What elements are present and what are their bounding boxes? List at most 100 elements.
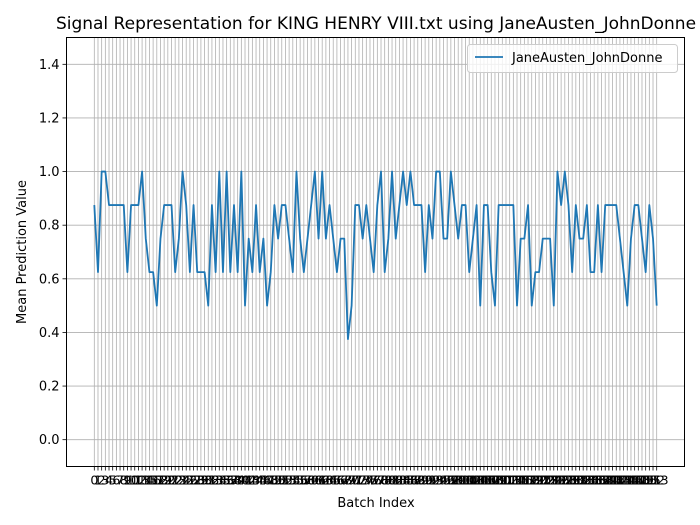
x-tick-label: 139	[593, 473, 617, 488]
x-tick-label: 61	[311, 473, 327, 488]
x-tick-label: 91	[421, 473, 437, 488]
x-tick-label: 33	[208, 473, 224, 488]
data-point	[583, 238, 584, 239]
x-tick-label: 71	[347, 473, 363, 488]
data-point	[230, 272, 231, 273]
x-tick-label: 84	[395, 473, 411, 488]
x-tick-label: 141	[601, 473, 625, 488]
data-point	[329, 204, 330, 205]
x-tick-label: 40	[233, 473, 249, 488]
data-point	[465, 204, 466, 205]
data-point	[550, 238, 551, 239]
data-point	[483, 204, 484, 205]
data-point	[597, 204, 598, 205]
x-tick-label: 19	[156, 473, 172, 488]
data-point	[502, 204, 503, 205]
data-point	[333, 238, 334, 239]
data-point	[509, 204, 510, 205]
x-tick-label: 135	[579, 473, 603, 488]
x-tick-label: 68	[336, 473, 352, 488]
data-point	[123, 204, 124, 205]
x-tick-label: 127	[549, 473, 573, 488]
data-point	[160, 238, 161, 239]
x-tick-label: 101	[454, 473, 478, 488]
data-point	[439, 171, 440, 172]
x-tick-label: 115	[505, 473, 529, 488]
data-point	[237, 272, 238, 273]
x-tick-label: 134	[575, 473, 599, 488]
x-tick-label: 25	[178, 473, 194, 488]
x-tick-label: 75	[362, 473, 378, 488]
data-point	[219, 171, 220, 172]
data-point	[318, 238, 319, 239]
x-tick-label: 100	[450, 473, 474, 488]
data-point	[311, 204, 312, 205]
data-point	[527, 204, 528, 205]
data-point	[244, 305, 245, 306]
data-point	[436, 171, 437, 172]
data-point	[516, 305, 517, 306]
x-tick-label: 80	[380, 473, 396, 488]
x-tick-label: 45	[252, 473, 268, 488]
data-point	[406, 204, 407, 205]
x-tick-label: 69	[340, 473, 356, 488]
x-axis-label: Batch Index	[337, 496, 415, 511]
x-tick-label: 5	[109, 473, 117, 488]
x-tick-label: 27	[186, 473, 202, 488]
x-tick-label: 142	[604, 473, 628, 488]
x-tick-label: 30	[197, 473, 213, 488]
x-tick-label: 96	[439, 473, 455, 488]
data-point	[105, 171, 106, 172]
data-point	[145, 238, 146, 239]
x-tick-label: 16	[145, 473, 161, 488]
x-tick-label: 20	[160, 473, 176, 488]
x-tick-label: 53	[281, 473, 297, 488]
x-tick-label: 129	[557, 473, 581, 488]
data-point	[590, 272, 591, 273]
x-tick-label: 65	[325, 473, 341, 488]
data-point	[255, 204, 256, 205]
legend-label: JaneAusten_JohnDonne	[511, 51, 662, 66]
x-tick-label: 4	[105, 473, 113, 488]
x-tick-label: 3	[101, 473, 109, 488]
data-point	[627, 305, 628, 306]
x-tick-label: 133	[571, 473, 595, 488]
x-tick-label: 59	[303, 473, 319, 488]
x-tick-label: 66	[329, 473, 345, 488]
x-tick-label: 48	[263, 473, 279, 488]
data-point	[450, 171, 451, 172]
x-tick-label: 140	[597, 473, 621, 488]
data-point	[498, 204, 499, 205]
y-axis-label: Mean Prediction Value	[15, 180, 30, 324]
data-point	[417, 204, 418, 205]
x-tick-label: 55	[289, 473, 305, 488]
x-tick-label: 60	[307, 473, 323, 488]
data-point	[189, 272, 190, 273]
x-tick-label: 85	[399, 473, 415, 488]
data-point	[652, 238, 653, 239]
data-point	[281, 204, 282, 205]
data-point	[108, 204, 109, 205]
x-tick-label: 15	[141, 473, 157, 488]
x-tick-label: 10	[123, 473, 139, 488]
x-tick-label: 36	[219, 473, 235, 488]
x-tick-label: 152	[641, 473, 665, 488]
x-tick-label: 87	[406, 473, 422, 488]
y-tick-label: 0.4	[39, 326, 60, 341]
series-line-janeausten-johndonne	[93, 170, 658, 341]
data-point	[171, 204, 172, 205]
data-point	[641, 238, 642, 239]
data-point	[616, 204, 617, 205]
data-point	[182, 171, 183, 172]
data-point	[487, 204, 488, 205]
data-point	[270, 272, 271, 273]
legend-box	[467, 44, 678, 73]
x-tick-label: 29	[193, 473, 209, 488]
x-tick-label: 106	[472, 473, 496, 488]
y-tick-label: 0.8	[39, 219, 60, 234]
x-tick-label: 35	[215, 473, 231, 488]
data-point	[208, 305, 209, 306]
data-point	[193, 204, 194, 205]
data-point	[458, 238, 459, 239]
y-tick-label: 0.6	[39, 272, 60, 287]
